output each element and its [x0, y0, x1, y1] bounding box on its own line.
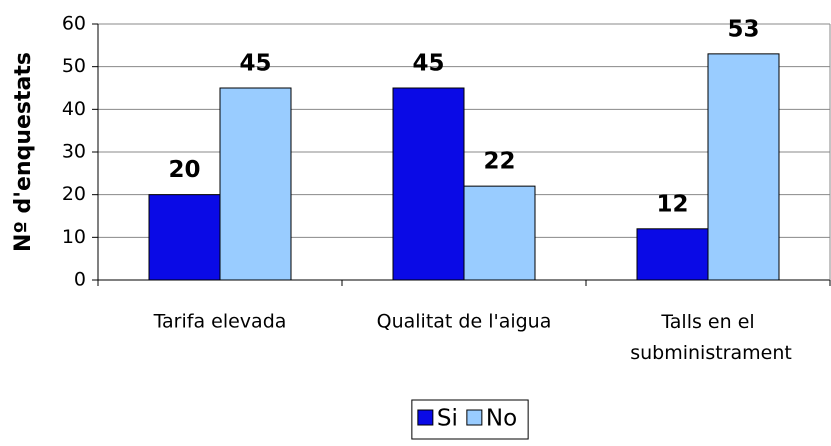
- legend-label: No: [486, 406, 517, 432]
- y-tick-label: 10: [62, 226, 86, 248]
- legend-swatch: [466, 409, 483, 426]
- y-tick-label: 0: [74, 269, 86, 291]
- bar: [392, 87, 465, 281]
- bar: [148, 194, 221, 281]
- bar: [636, 228, 709, 281]
- y-tick-label: 30: [62, 141, 86, 163]
- x-tick-label: Talls en el subministrament: [624, 311, 792, 364]
- y-tick-label: 60: [62, 13, 86, 35]
- bar: [707, 53, 780, 281]
- x-tick-label: Qualitat de l'aigua: [377, 311, 552, 333]
- data-label: 45: [239, 51, 271, 77]
- y-tick-label: 50: [62, 55, 86, 77]
- legend-label: Si: [437, 406, 458, 432]
- data-label: 45: [412, 51, 444, 77]
- data-label: 22: [483, 149, 515, 175]
- legend-box: [411, 399, 529, 440]
- legend-swatch: [417, 409, 434, 426]
- y-tick-label: 40: [62, 98, 86, 120]
- bar: [219, 87, 292, 281]
- x-tick-label: Tarifa elevada: [153, 311, 287, 333]
- data-label: 53: [727, 16, 759, 42]
- data-label: 20: [168, 157, 200, 183]
- y-axis-label: Nº d'enquestats: [11, 52, 36, 252]
- bar: [463, 185, 536, 281]
- y-tick-label: 20: [62, 183, 86, 205]
- data-label: 12: [656, 191, 688, 217]
- x-tick-label-line: Talls en el: [660, 311, 754, 333]
- x-tick-label-line: subministrament: [624, 342, 792, 364]
- legend: Si No: [411, 399, 529, 440]
